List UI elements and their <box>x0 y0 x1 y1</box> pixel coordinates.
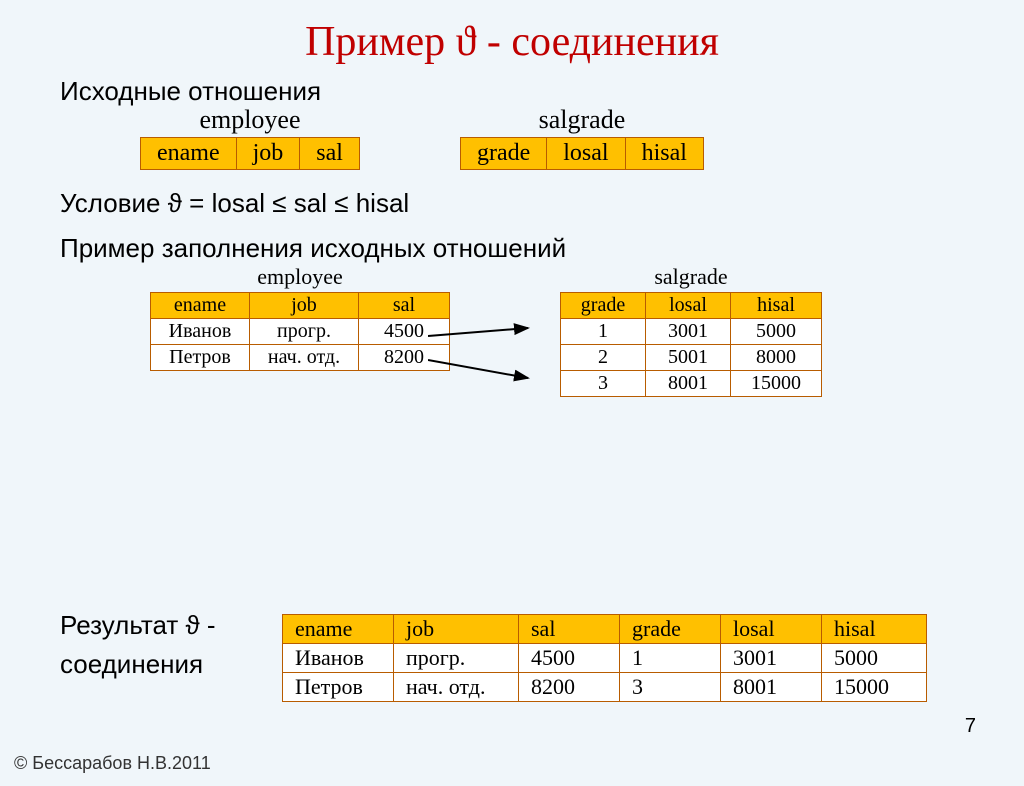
sg-cell: 2 <box>561 345 646 371</box>
copyright-text: © Бессарабов Н.В.2011 <box>14 753 211 774</box>
table-row: Иванов прогр. 4500 <box>151 319 450 345</box>
result-table-wrap: ename job sal grade losal hisal Иванов п… <box>282 614 927 702</box>
table-row: 2 5001 8000 <box>561 345 822 371</box>
employee-label-sm: employee <box>257 264 343 290</box>
res-cell: Петров <box>283 673 394 702</box>
salgrade-col-losal: losal <box>547 138 625 170</box>
condition-expr: = losal ≤ sal ≤ hisal <box>182 188 409 218</box>
res-cell: 8001 <box>721 673 822 702</box>
title-suffix: - соединения <box>476 19 718 65</box>
res-cell: 1 <box>620 644 721 673</box>
res-cell: 3001 <box>721 644 822 673</box>
employee-col-sal: sal <box>300 138 360 170</box>
salgrade-data-table: grade losal hisal 1 3001 5000 2 5001 800… <box>560 292 822 397</box>
employee-data-table: ename job sal Иванов прогр. 4500 Петров … <box>150 292 450 371</box>
res-hdr-hisal: hisal <box>822 615 927 644</box>
table-row: Иванов прогр. 4500 1 3001 5000 <box>283 644 927 673</box>
sg-cell: 8001 <box>646 371 731 397</box>
res-hdr-job: job <box>394 615 519 644</box>
table-row: Петров нач. отд. 8200 3 8001 15000 <box>283 673 927 702</box>
slide-title: Пример ϑ - соединения <box>0 18 1024 66</box>
condition-prefix: Условие <box>60 188 168 218</box>
res-cell: прогр. <box>394 644 519 673</box>
res-cell: 4500 <box>519 644 620 673</box>
data-tables-row: employee ename job sal Иванов прогр. 450… <box>150 264 1024 397</box>
emp-cell: 4500 <box>359 319 450 345</box>
emp-cell: прогр. <box>250 319 359 345</box>
sg-hdr-grade: grade <box>561 293 646 319</box>
salgrade-col-grade: grade <box>460 138 546 170</box>
res-cell: нач. отд. <box>394 673 519 702</box>
section-fill-example: Пример заполнения исходных отношений <box>60 233 1024 264</box>
result-label: Результат ϑ - соединения <box>60 606 260 684</box>
res-cell: Иванов <box>283 644 394 673</box>
emp-cell: нач. отд. <box>250 345 359 371</box>
result-prefix: Результат <box>60 610 185 640</box>
emp-cell: Петров <box>151 345 250 371</box>
sg-cell: 3001 <box>646 319 731 345</box>
emp-hdr-ename: ename <box>151 293 250 319</box>
sg-hdr-losal: losal <box>646 293 731 319</box>
schema-tables-row: employee ename job sal salgrade grade lo… <box>140 105 1024 170</box>
emp-cell: 8200 <box>359 345 450 371</box>
sg-cell: 15000 <box>731 371 822 397</box>
salgrade-schema-table: grade losal hisal <box>460 137 704 170</box>
emp-hdr-sal: sal <box>359 293 450 319</box>
res-cell: 5000 <box>822 644 927 673</box>
emp-hdr-job: job <box>250 293 359 319</box>
res-cell: 8200 <box>519 673 620 702</box>
sg-cell: 3 <box>561 371 646 397</box>
employee-label: employee <box>199 105 300 135</box>
table-row: 3 8001 15000 <box>561 371 822 397</box>
theta-symbol: ϑ <box>185 610 199 640</box>
employee-col-job: job <box>236 138 300 170</box>
salgrade-label-sm: salgrade <box>654 264 727 290</box>
sg-hdr-hisal: hisal <box>731 293 822 319</box>
sg-cell: 5001 <box>646 345 731 371</box>
res-cell: 3 <box>620 673 721 702</box>
emp-cell: Иванов <box>151 319 250 345</box>
sg-cell: 1 <box>561 319 646 345</box>
res-hdr-ename: ename <box>283 615 394 644</box>
salgrade-label: salgrade <box>539 105 626 135</box>
salgrade-col-hisal: hisal <box>625 138 703 170</box>
title-prefix: Пример <box>305 19 456 65</box>
theta-symbol: ϑ <box>168 188 182 218</box>
table-row: Петров нач. отд. 8200 <box>151 345 450 371</box>
employee-col-ename: ename <box>141 138 237 170</box>
table-row: 1 3001 5000 <box>561 319 822 345</box>
res-hdr-grade: grade <box>620 615 721 644</box>
employee-schema-table: ename job sal <box>140 137 360 170</box>
sg-cell: 5000 <box>731 319 822 345</box>
res-hdr-losal: losal <box>721 615 822 644</box>
theta-symbol: ϑ <box>456 19 477 65</box>
sg-cell: 8000 <box>731 345 822 371</box>
result-table: ename job sal grade losal hisal Иванов п… <box>282 614 927 702</box>
res-hdr-sal: sal <box>519 615 620 644</box>
section-source-relations: Исходные отношения <box>60 76 1024 107</box>
res-cell: 15000 <box>822 673 927 702</box>
page-number: 7 <box>965 715 976 738</box>
join-condition: Условие ϑ = losal ≤ sal ≤ hisal <box>60 188 1024 219</box>
